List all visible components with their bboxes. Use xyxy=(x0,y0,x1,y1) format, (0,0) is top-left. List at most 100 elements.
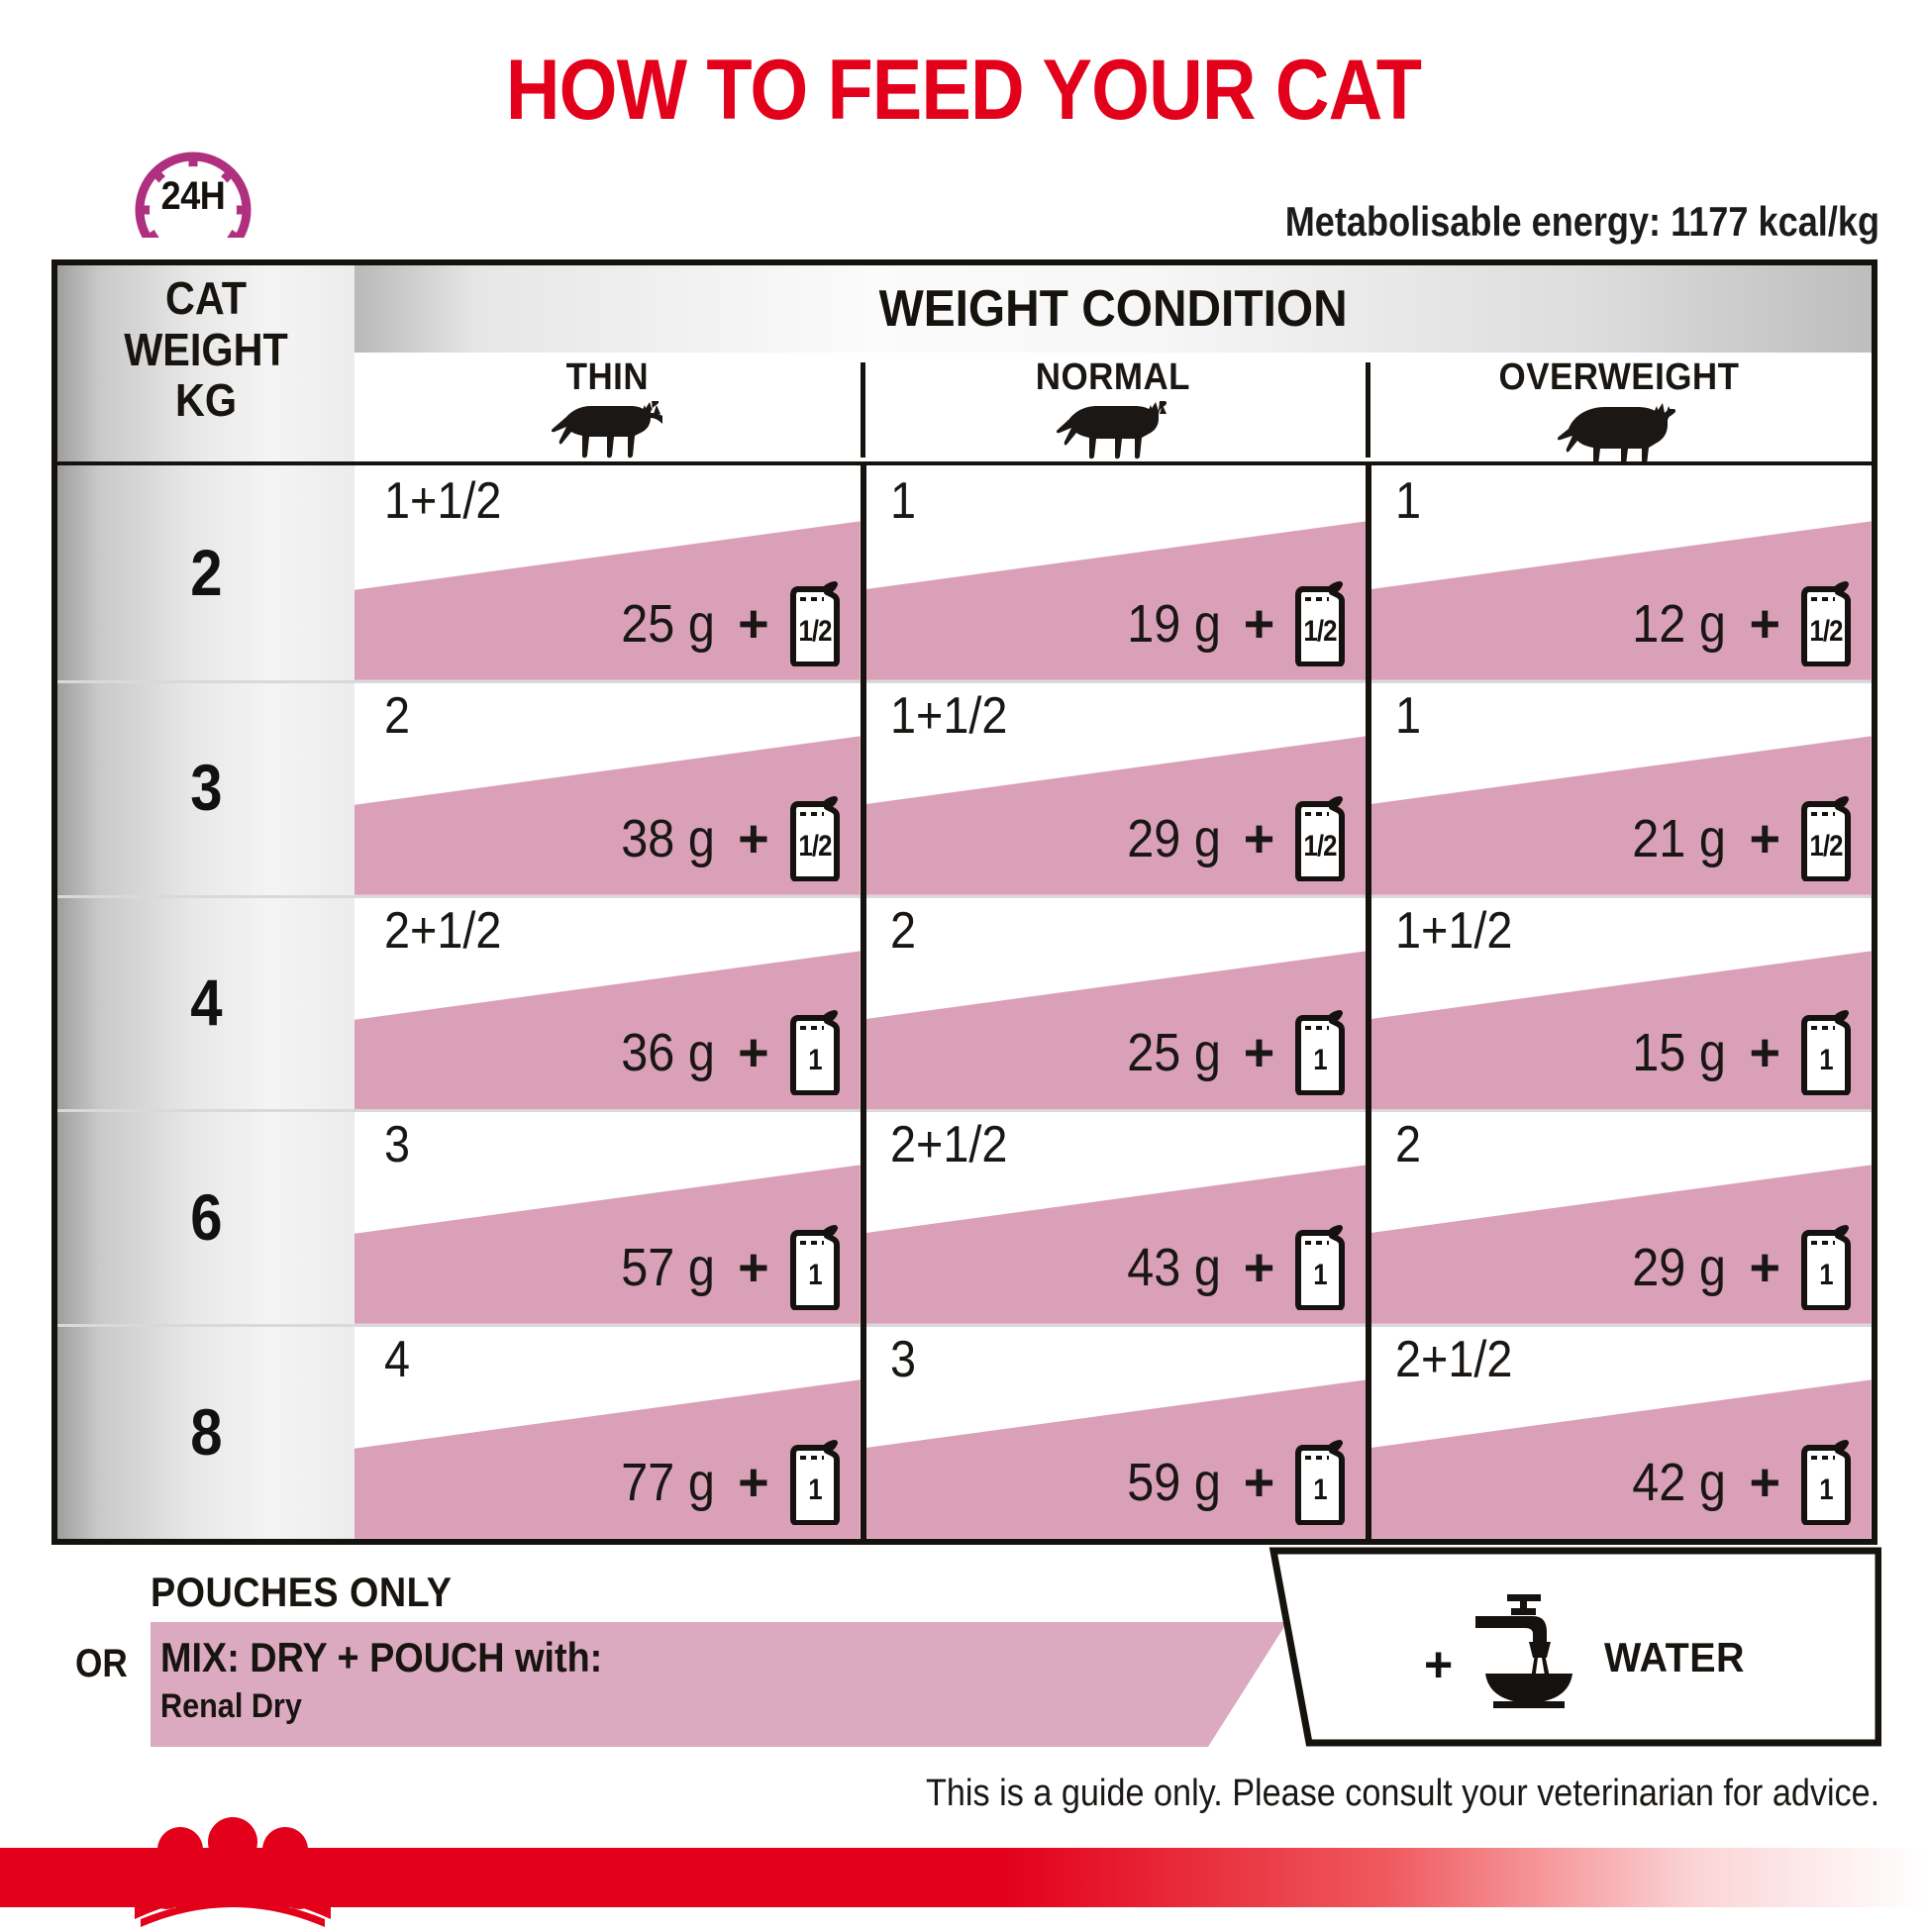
table-row: 3 2 38 g + xyxy=(57,679,1873,895)
pouch-icon-value: 1 xyxy=(1313,1044,1328,1077)
pink-diagonal-band xyxy=(355,895,861,1110)
grams-group: 12 g + 1/2 xyxy=(1627,580,1854,666)
grams-value: 38 g xyxy=(621,808,715,868)
pouch-count: 3 xyxy=(889,1331,916,1389)
or-label: OR xyxy=(75,1642,128,1685)
row-weight-value: 3 xyxy=(189,751,223,825)
table-row: 6 3 57 g + xyxy=(57,1109,1873,1325)
pouch-count: 2+1/2 xyxy=(384,901,502,960)
table-row: 2 1+1/2 25 g + xyxy=(57,465,1873,680)
plus-sign: + xyxy=(1749,1452,1781,1512)
pouch-icon: 1 xyxy=(787,1439,843,1525)
grams-value: 43 g xyxy=(1126,1238,1221,1298)
pouch-icon-value: 1/2 xyxy=(1809,829,1843,863)
pouch-count: 2+1/2 xyxy=(1395,1331,1513,1389)
pouch-icon-value: 1 xyxy=(807,1259,822,1292)
pouch-icon-value: 1/2 xyxy=(1303,614,1338,648)
condition-label-thin: THIN xyxy=(565,356,650,398)
feed-cell-overweight: 1 12 g + 1/2 xyxy=(1366,465,1873,680)
grams-value: 25 g xyxy=(1126,1023,1221,1083)
pink-diagonal-band xyxy=(860,1324,1367,1539)
pouch-count: 1 xyxy=(889,472,916,530)
pink-diagonal-band xyxy=(355,1109,861,1325)
plus-sign: + xyxy=(1243,1023,1275,1083)
pouch-count: 4 xyxy=(384,1331,411,1389)
plus-sign: + xyxy=(1243,808,1275,868)
pouch-icon: 1/2 xyxy=(1798,795,1854,881)
grams-group: 57 g + 1 xyxy=(616,1225,843,1311)
grams-group: 15 g + 1 xyxy=(1627,1010,1854,1096)
pouch-count: 1 xyxy=(1395,686,1422,745)
plus-sign: + xyxy=(1749,593,1781,654)
plus-sign: + xyxy=(738,808,769,868)
feed-cell-thin: 2 38 g + 1/2 xyxy=(355,680,861,895)
pink-diagonal-band xyxy=(860,895,1367,1110)
feed-cell-normal: 3 59 g + 1 xyxy=(860,1324,1367,1539)
row-weight-value: 2 xyxy=(189,536,223,610)
row-weight-cell: 4 xyxy=(57,895,355,1110)
pouch-icon-value: 1 xyxy=(807,1044,822,1077)
pouch-icon-value: 1/2 xyxy=(1809,614,1843,648)
grams-group: 25 g + 1 xyxy=(1122,1010,1349,1096)
water-box-outline xyxy=(1268,1547,1881,1747)
row-weight-cell: 3 xyxy=(57,680,355,895)
grams-value: 59 g xyxy=(1126,1452,1221,1512)
grams-group: 29 g + 1 xyxy=(1627,1225,1854,1311)
pink-diagonal-band xyxy=(860,680,1367,895)
cat-weight-header-line-1: CAT xyxy=(164,272,248,324)
pouch-icon-value: 1/2 xyxy=(798,614,832,648)
feed-cell-overweight: 2 29 g + 1 xyxy=(1366,1109,1873,1325)
row-condition-cells: 2 38 g + 1/2 xyxy=(355,679,1873,895)
feeding-table: CAT WEIGHT KG WEIGHT CONDITION THIN NORM… xyxy=(51,259,1877,1545)
pink-diagonal-band xyxy=(355,1324,861,1539)
condition-header-thin: THIN xyxy=(355,353,861,459)
row-weight-cell: 6 xyxy=(57,1109,355,1324)
row-weight-value: 6 xyxy=(189,1179,223,1254)
feed-cell-overweight: 1 21 g + 1/2 xyxy=(1366,679,1873,895)
pink-diagonal-band xyxy=(860,1109,1367,1325)
pouch-icon: 1/2 xyxy=(1798,580,1854,666)
disclaimer-text: This is a guide only. Please consult you… xyxy=(925,1773,1879,1814)
pink-diagonal-band xyxy=(860,465,1367,680)
row-condition-cells: 2+1/2 36 g + 1 xyxy=(355,894,1873,1110)
pouch-icon: 1 xyxy=(1798,1439,1854,1525)
grams-group: 25 g + 1/2 xyxy=(616,580,843,666)
header-divider xyxy=(57,461,1872,465)
condition-label-normal: NORMAL xyxy=(1035,356,1191,398)
plus-sign: + xyxy=(1749,1023,1781,1083)
pouch-icon: 1 xyxy=(1292,1010,1348,1096)
table-row: 8 4 77 g + xyxy=(57,1324,1873,1539)
page-title: HOW TO FEED YOUR CAT xyxy=(505,43,1422,138)
grams-value: 21 g xyxy=(1632,808,1727,868)
pouch-icon: 1 xyxy=(1292,1439,1348,1525)
feed-cell-normal: 1+1/2 29 g + 1/2 xyxy=(860,679,1367,895)
row-condition-cells: 4 77 g + 1 xyxy=(355,1324,1873,1539)
plus-sign: + xyxy=(1749,1238,1781,1298)
pouch-icon: 1/2 xyxy=(787,795,843,881)
tap-bowl-icon xyxy=(1464,1588,1582,1714)
mix-option-title: MIX: DRY + POUCH with: xyxy=(160,1634,603,1680)
feeding-rows: 2 1 +1/2 25 g + xyxy=(57,465,1873,1539)
weight-condition-banner-label: WEIGHT CONDITION xyxy=(878,280,1348,338)
pink-diagonal-band xyxy=(1366,1324,1873,1539)
pouch-icon-value: 1/2 xyxy=(798,829,832,863)
grams-value: 15 g xyxy=(1632,1023,1727,1083)
grams-group: 36 g + 1 xyxy=(616,1010,843,1096)
metabolisable-energy-note: Metabolisable energy: 1177 kcal/kg xyxy=(1284,198,1879,245)
pouch-icon-value: 1 xyxy=(807,1473,822,1506)
grams-group: 38 g + 1/2 xyxy=(616,795,843,881)
pouch-count: 3 xyxy=(384,1116,411,1174)
royal-canin-crown-logo xyxy=(119,1816,347,1932)
feed-cell-normal: 2+1/2 43 g + 1 xyxy=(860,1109,1367,1325)
row-weight-value: 8 xyxy=(189,1394,223,1469)
plus-sign: + xyxy=(738,1238,769,1298)
condition-label-overweight: OVERWEIGHT xyxy=(1498,356,1740,398)
pink-diagonal-band xyxy=(1366,895,1873,1110)
plus-sign: + xyxy=(738,1023,769,1083)
feed-cell-thin: 1+1/2 25 g + 1/2 xyxy=(355,465,861,680)
water-callout: + WATER xyxy=(1188,1545,1881,1749)
feeding-options-footer: POUCHES ONLY OR MIX: DRY + POUCH with: R… xyxy=(51,1547,1881,1765)
weight-condition-banner: WEIGHT CONDITION xyxy=(355,265,1872,353)
pink-diagonal-band xyxy=(355,680,861,895)
pouch-icon: 1 xyxy=(1292,1225,1348,1311)
